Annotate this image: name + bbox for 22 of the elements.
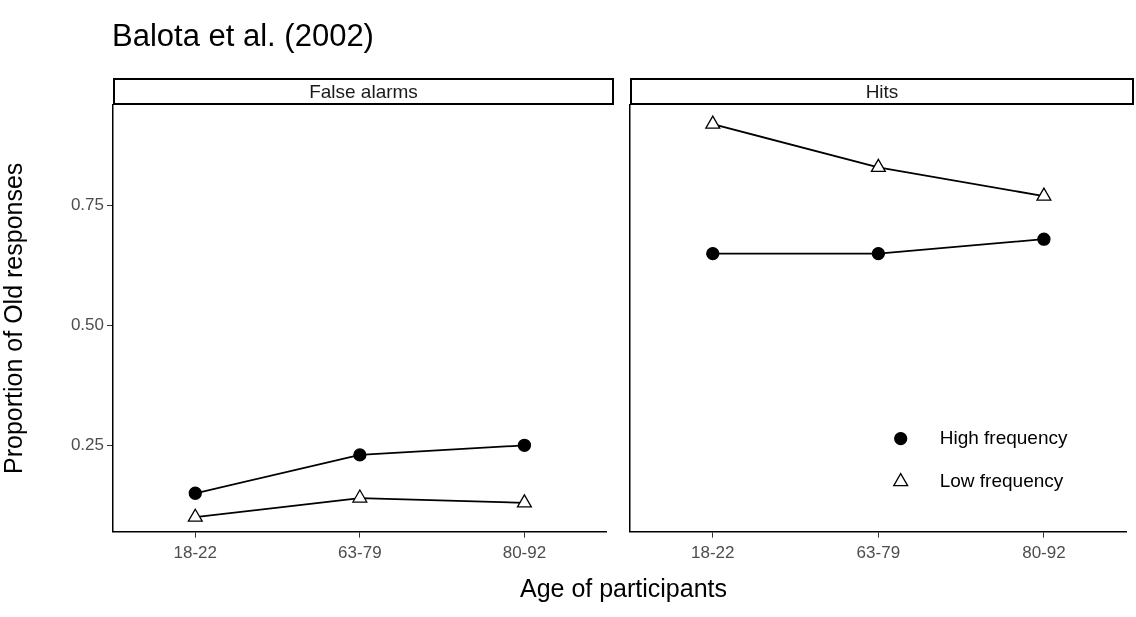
x-tick-label: 18-22 bbox=[691, 543, 735, 563]
y-tick-label: 0.75 bbox=[70, 195, 104, 215]
y-axis-title: Proportion of Old responses bbox=[0, 162, 27, 474]
chart-subtitle: False alarms bbox=[113, 78, 614, 105]
x-tick-label: 80-92 bbox=[1022, 543, 1066, 563]
legend-label: Low frequency bbox=[939, 469, 1064, 491]
y-tick-label: 0.50 bbox=[70, 315, 104, 335]
x-tick-label: 63-79 bbox=[856, 543, 901, 563]
point bbox=[871, 246, 885, 261]
chart-subtitle: Hits bbox=[630, 78, 1134, 105]
point bbox=[706, 246, 720, 261]
chart-title: Balota et al. (2002) bbox=[112, 18, 374, 54]
point bbox=[705, 115, 721, 129]
point bbox=[1037, 232, 1051, 246]
x-tick-label: 18-22 bbox=[173, 543, 218, 563]
x-tick-label: 63-79 bbox=[338, 543, 382, 563]
x-axis-title: Age of participants bbox=[518, 574, 729, 603]
point bbox=[1036, 187, 1052, 201]
legend-label: High frequency bbox=[939, 426, 1068, 448]
point bbox=[870, 158, 886, 172]
x-tick-label: 80-92 bbox=[502, 543, 547, 563]
y-tick-label: 0.25 bbox=[70, 435, 104, 455]
